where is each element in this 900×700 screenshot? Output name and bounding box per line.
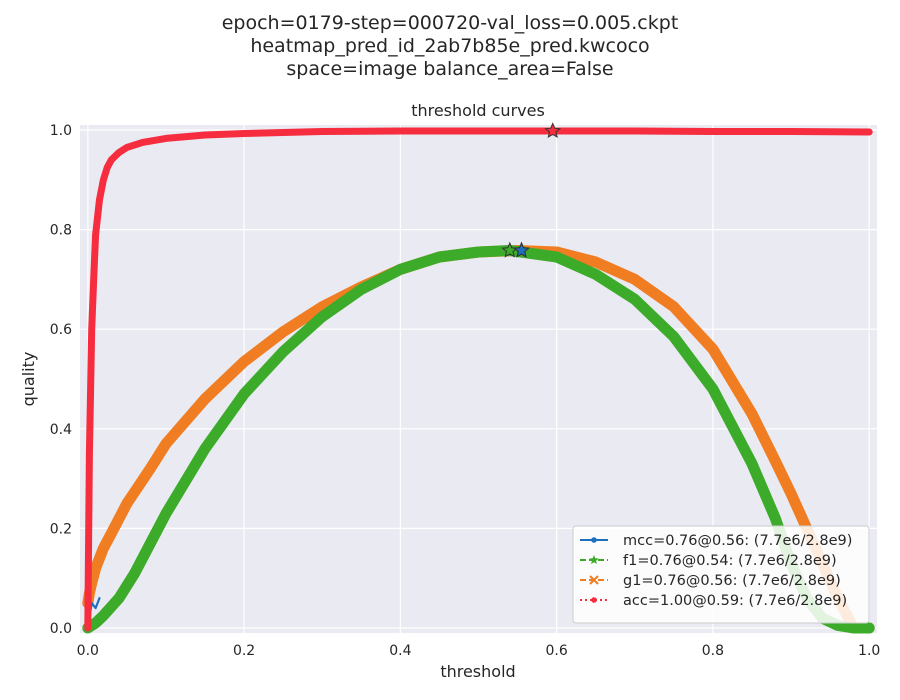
x-tick-label: 0.8: [702, 643, 724, 659]
best-point-acc: [544, 122, 562, 139]
legend-marker-mcc: [591, 537, 597, 543]
legend-box: [572, 525, 870, 624]
legend-label-f1: f1=0.76@0.54: (7.7e6/2.8e9): [623, 553, 837, 569]
x-tick-label: 0.2: [233, 643, 255, 659]
suptitle-line-1: epoch=0179-step=000720-val_loss=0.005.ck…: [222, 12, 679, 34]
suptitle: epoch=0179-step=000720-val_loss=0.005.ck…: [222, 12, 679, 80]
x-tick-label: 0.0: [77, 643, 99, 659]
y-axis-ticks: 0.0 0.2 0.4 0.6 0.8 1.0: [50, 123, 72, 637]
x-tick-label: 0.4: [389, 643, 411, 659]
best-point-mcc: [513, 241, 530, 258]
x-tick-label: 0.6: [546, 643, 568, 659]
y-tick-label: 1.0: [50, 123, 72, 139]
y-tick-label: 0.2: [50, 521, 72, 537]
series-line-acc: [84, 127, 873, 632]
legend: mcc=0.76@0.56: (7.7e6/2.8e9) f1=0.76@0.54…: [572, 525, 870, 624]
y-tick-label: 0.8: [50, 223, 72, 239]
suptitle-line-3: space=image balance_area=False: [286, 58, 613, 80]
x-axis-label: threshold: [440, 662, 515, 681]
y-axis-label: quality: [19, 352, 38, 407]
x-axis-ticks: 0.0 0.2 0.4 0.6 0.8 1.0: [77, 643, 881, 659]
legend-marker-acc: [591, 597, 597, 603]
best-markers: [501, 122, 562, 258]
legend-marker-f1: [589, 555, 599, 564]
chart-title: threshold curves: [411, 101, 545, 120]
legend-label-g1: g1=0.76@0.56: (7.7e6/2.8e9): [623, 573, 841, 589]
suptitle-line-2: heatmap_pred_id_2ab7b85e_pred.kwcoco: [250, 35, 649, 57]
legend-marker-g1: [589, 575, 599, 585]
y-tick-label: 0.0: [50, 621, 72, 637]
x-tick-label: 1.0: [858, 643, 880, 659]
legend-label-acc: acc=1.00@0.59: (7.7e6/2.8e9): [623, 593, 847, 609]
y-tick-label: 0.6: [50, 322, 72, 338]
y-tick-label: 0.4: [50, 422, 72, 438]
legend-label-mcc: mcc=0.76@0.56: (7.7e6/2.8e9): [623, 533, 852, 549]
